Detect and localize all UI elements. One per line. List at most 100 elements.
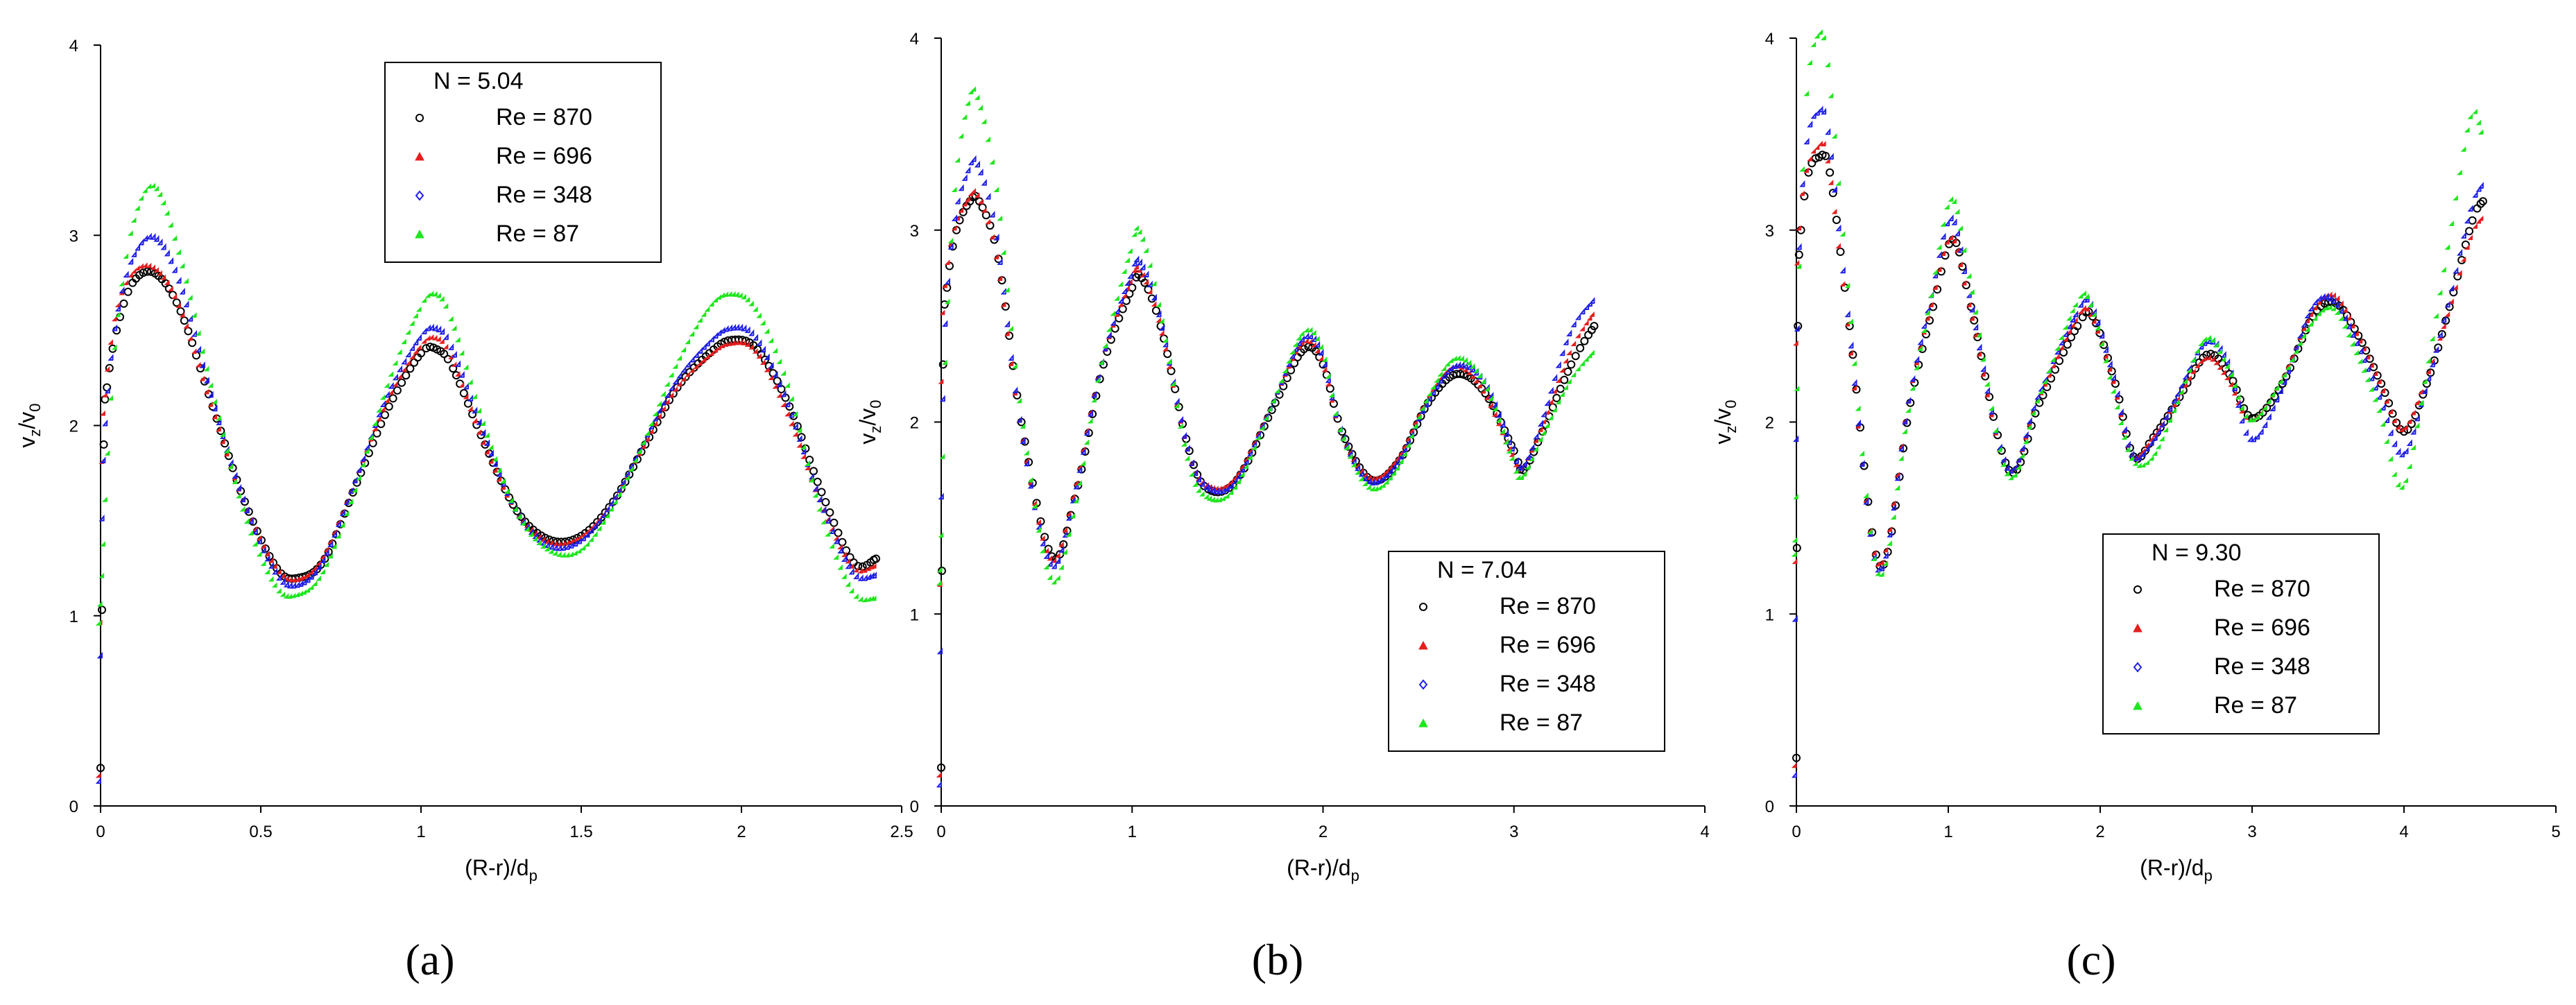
data-point [2155, 427, 2161, 435]
data-point [1477, 383, 1482, 388]
data-point [676, 371, 682, 379]
data-point [1094, 377, 1101, 383]
data-point [283, 593, 289, 599]
data-point [2238, 404, 2244, 411]
data-point [1484, 386, 1490, 392]
data-point [1031, 503, 1038, 509]
data-point [1951, 218, 1957, 225]
data-point [1310, 329, 1316, 336]
data-point [970, 155, 977, 162]
data-point [2353, 339, 2360, 346]
data-point [146, 183, 152, 189]
data-point [1437, 377, 1443, 384]
data-point [235, 483, 242, 491]
y-axis-title: vz/v0 [15, 403, 44, 447]
data-point [965, 100, 970, 106]
data-point [2323, 304, 2329, 311]
data-point [320, 556, 326, 564]
data-point [1810, 148, 1817, 154]
y-tick-label: 1 [1765, 605, 1774, 624]
data-point [540, 543, 546, 549]
data-point [1909, 375, 1916, 382]
data-point [1495, 411, 1502, 418]
data-point [388, 381, 394, 389]
data-point [1863, 497, 1869, 505]
data-point [676, 354, 682, 361]
data-point [704, 339, 710, 347]
data-point [98, 514, 105, 522]
data-point [426, 343, 434, 351]
y-tick-label: 2 [910, 414, 919, 433]
data-point [2140, 462, 2146, 468]
data-point [1147, 262, 1153, 268]
data-point [1441, 366, 1447, 371]
data-point [512, 506, 518, 512]
data-point [1980, 365, 1986, 372]
data-point [2281, 378, 2287, 385]
data-point [260, 546, 266, 553]
data-point [652, 420, 658, 427]
data-point [308, 572, 314, 580]
data-point [1054, 552, 1061, 558]
data-point [405, 329, 411, 335]
data-point [1058, 546, 1065, 553]
data-point [870, 572, 877, 578]
data-point [1882, 560, 1889, 566]
data-point [360, 454, 366, 462]
data-point [323, 561, 329, 567]
data-point [974, 94, 980, 101]
data-point [2376, 393, 2382, 400]
data-point [1051, 562, 1057, 569]
data-point [2045, 372, 2052, 378]
data-point [829, 527, 835, 535]
data-point [1023, 459, 1030, 467]
data-point [744, 341, 750, 347]
data-point [1844, 282, 1851, 289]
data-point [1332, 410, 1339, 416]
data-point [672, 377, 678, 385]
data-point [2090, 318, 2097, 324]
data-point [1188, 471, 1194, 477]
data-point [2285, 367, 2292, 375]
data-point [384, 397, 390, 404]
data-point [252, 541, 258, 547]
data-point [2460, 146, 2466, 152]
data-point [191, 329, 198, 337]
data-point [1448, 364, 1454, 372]
data-point [624, 474, 630, 481]
data-point [648, 420, 654, 427]
data-point [1321, 360, 1328, 368]
y-tick-label: 3 [1765, 222, 1774, 241]
data-point [2262, 404, 2272, 413]
data-point [942, 320, 948, 327]
data-point [2095, 325, 2100, 331]
data-point [636, 448, 642, 454]
data-point [428, 334, 434, 340]
data-point [2289, 357, 2295, 362]
data-point [1799, 190, 1805, 196]
data-point [1036, 519, 1042, 525]
data-point [428, 291, 434, 296]
data-point [2478, 197, 2487, 206]
x-tick-label: 0.5 [249, 823, 272, 841]
data-point [938, 378, 944, 384]
data-point [2004, 470, 2010, 476]
data-point [1792, 537, 1798, 543]
data-point [443, 343, 449, 350]
data-point [696, 317, 703, 323]
data-point [737, 292, 743, 298]
data-point [327, 553, 333, 559]
data-point [2072, 310, 2079, 318]
data-point [2026, 424, 2032, 430]
data-point [1924, 315, 1930, 321]
data-point [2448, 284, 2455, 292]
data-point [1000, 301, 1006, 307]
data-point [1495, 417, 1502, 423]
data-point [1263, 415, 1269, 421]
data-point [179, 311, 185, 318]
data-point [1387, 464, 1393, 470]
data-point [483, 449, 490, 455]
data-point [1147, 294, 1156, 303]
data-point [108, 339, 114, 345]
data-point [150, 264, 156, 270]
